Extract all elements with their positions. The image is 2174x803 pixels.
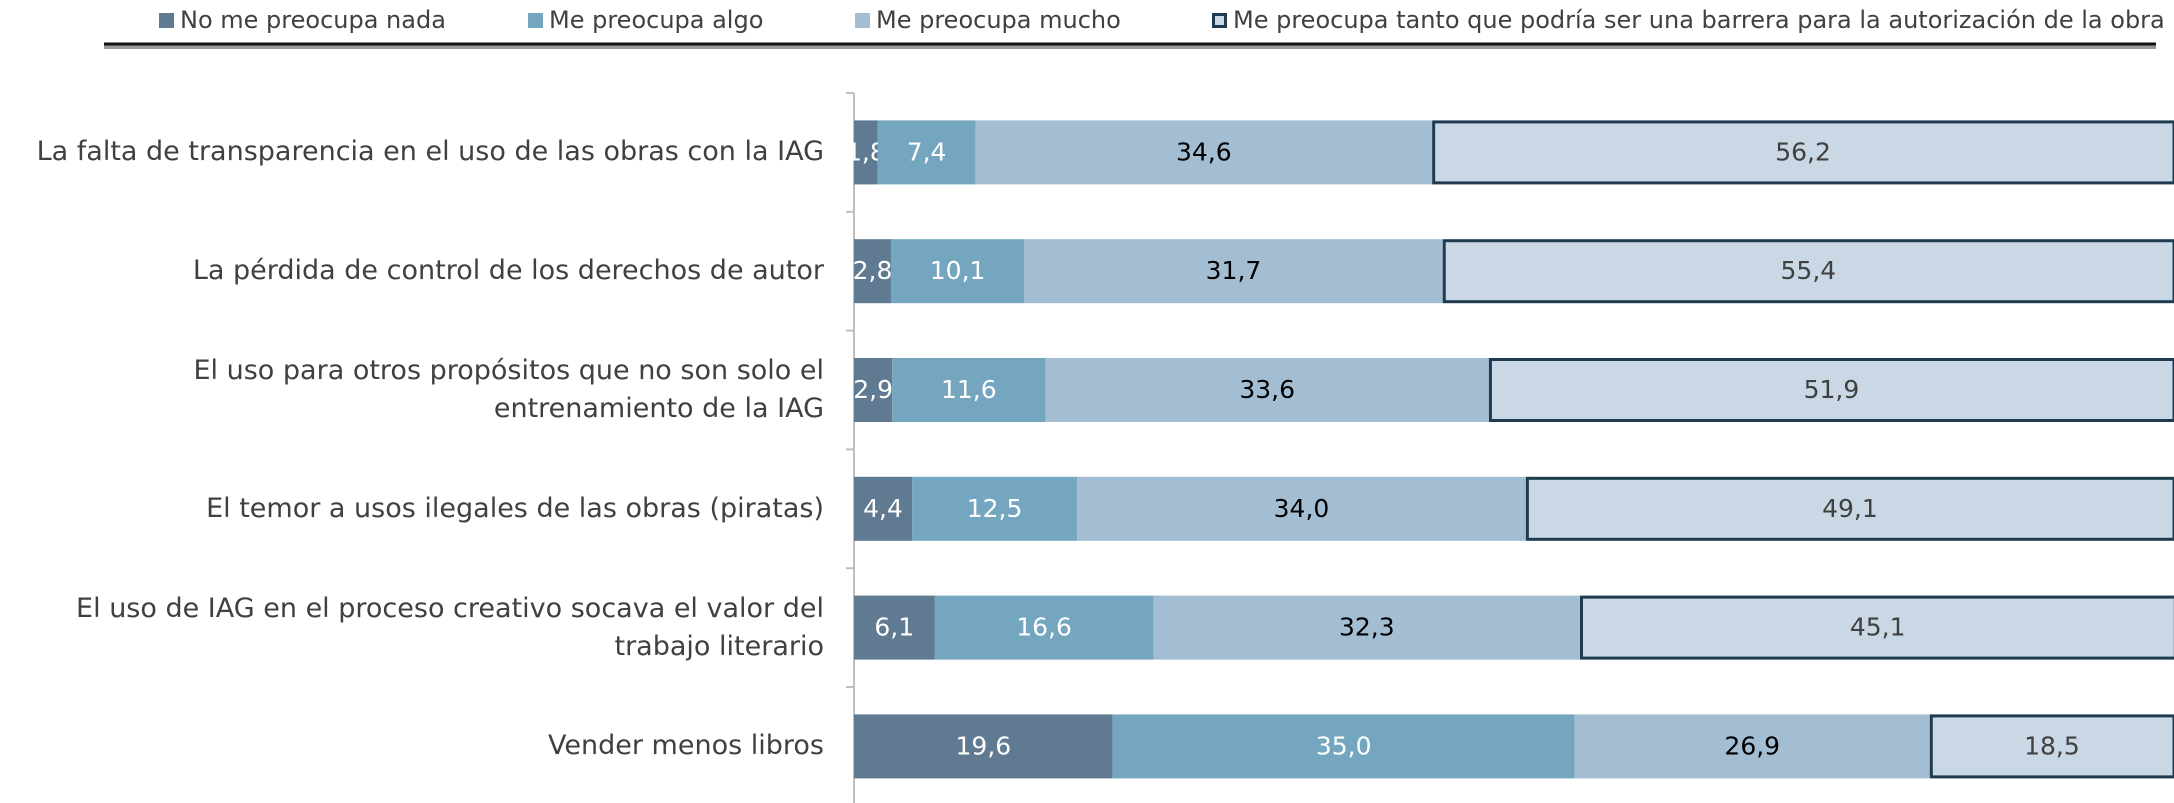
data-label: 12,5: [967, 494, 1023, 523]
data-label: 16,6: [1016, 613, 1072, 642]
bar-segment: [1077, 476, 1526, 541]
legend-swatch: [1212, 12, 1227, 28]
legend-item: No me preocupa nada: [159, 6, 446, 34]
bar-segment: [854, 476, 913, 541]
data-label: 35,0: [1316, 731, 1372, 760]
legend-item: Me preocupa algo: [528, 6, 763, 34]
legend-item: Me preocupa mucho: [855, 6, 1121, 34]
legend-swatch: [528, 12, 543, 28]
data-label: 2,9: [853, 375, 893, 404]
data-label: 32,3: [1339, 613, 1395, 642]
bar-segment: [1525, 476, 2174, 541]
bar-segment: [890, 239, 1025, 304]
bar-segment: [854, 120, 878, 185]
data-label: 34,6: [1176, 137, 1232, 166]
data-label: 26,9: [1724, 731, 1780, 760]
bar-segment: [975, 120, 1433, 185]
data-label: 11,6: [941, 375, 997, 404]
legend-label: No me preocupa nada: [180, 6, 446, 34]
bar-segment: [1574, 714, 1930, 779]
bar-segment: [912, 476, 1078, 541]
data-label: 6,1: [874, 613, 914, 642]
category-label: El uso de IAG en el proceso creativo soc…: [76, 592, 824, 662]
data-label: 31,7: [1206, 256, 1262, 285]
legend-label: Me preocupa tanto que podría ser una bar…: [1233, 6, 2165, 34]
data-label: 51,9: [1804, 375, 1860, 404]
bar-segment: [1432, 120, 2174, 185]
data-label: 49,1: [1822, 494, 1878, 523]
data-label: 33,6: [1239, 375, 1295, 404]
bar-segment: [934, 595, 1154, 660]
data-label: 18,5: [2024, 731, 2080, 760]
legend-label: Me preocupa algo: [549, 6, 764, 34]
legend-swatch: [855, 12, 870, 28]
data-label: 2,8: [853, 256, 893, 285]
bar-segment: [1112, 714, 1575, 779]
data-label: 55,4: [1781, 256, 1837, 285]
category-label: La falta de transparencia en el uso de l…: [36, 136, 824, 168]
data-label: 34,0: [1274, 494, 1330, 523]
category-label: El uso para otros propósitos que no son …: [193, 355, 824, 424]
bar-segment: [1045, 358, 1489, 422]
bar-segment: [1580, 595, 2174, 660]
category-label: Vender menos libros: [548, 730, 824, 762]
bar-segment: [1488, 358, 2174, 422]
data-label: 10,1: [930, 256, 986, 285]
bar-segment: [854, 239, 891, 304]
category-label: El temor a usos ilegales de las obras (p…: [206, 492, 824, 524]
data-label: 19,6: [956, 731, 1012, 760]
data-label: 4,4: [863, 494, 903, 523]
bar-segment: [1153, 595, 1580, 660]
legend-label: Me preocupa mucho: [876, 6, 1121, 34]
category-label: La pérdida de control de los derechos de…: [192, 255, 824, 287]
bar-segment: [854, 358, 893, 422]
data-label: 7,4: [907, 137, 947, 166]
bar-segment: [854, 595, 935, 660]
bar-segment: [1442, 239, 2174, 304]
legend-item: Me preocupa tanto que podría ser una bar…: [1212, 6, 2165, 34]
data-label: 56,2: [1775, 137, 1831, 166]
legend-swatch: [159, 12, 174, 28]
bar-segment: [877, 120, 976, 185]
data-label: 45,1: [1850, 613, 1906, 642]
bar-segment: [1929, 714, 2174, 779]
bar-segment: [1024, 239, 1443, 304]
bar-segment: [892, 358, 1046, 422]
bar-segment: [854, 714, 1113, 779]
